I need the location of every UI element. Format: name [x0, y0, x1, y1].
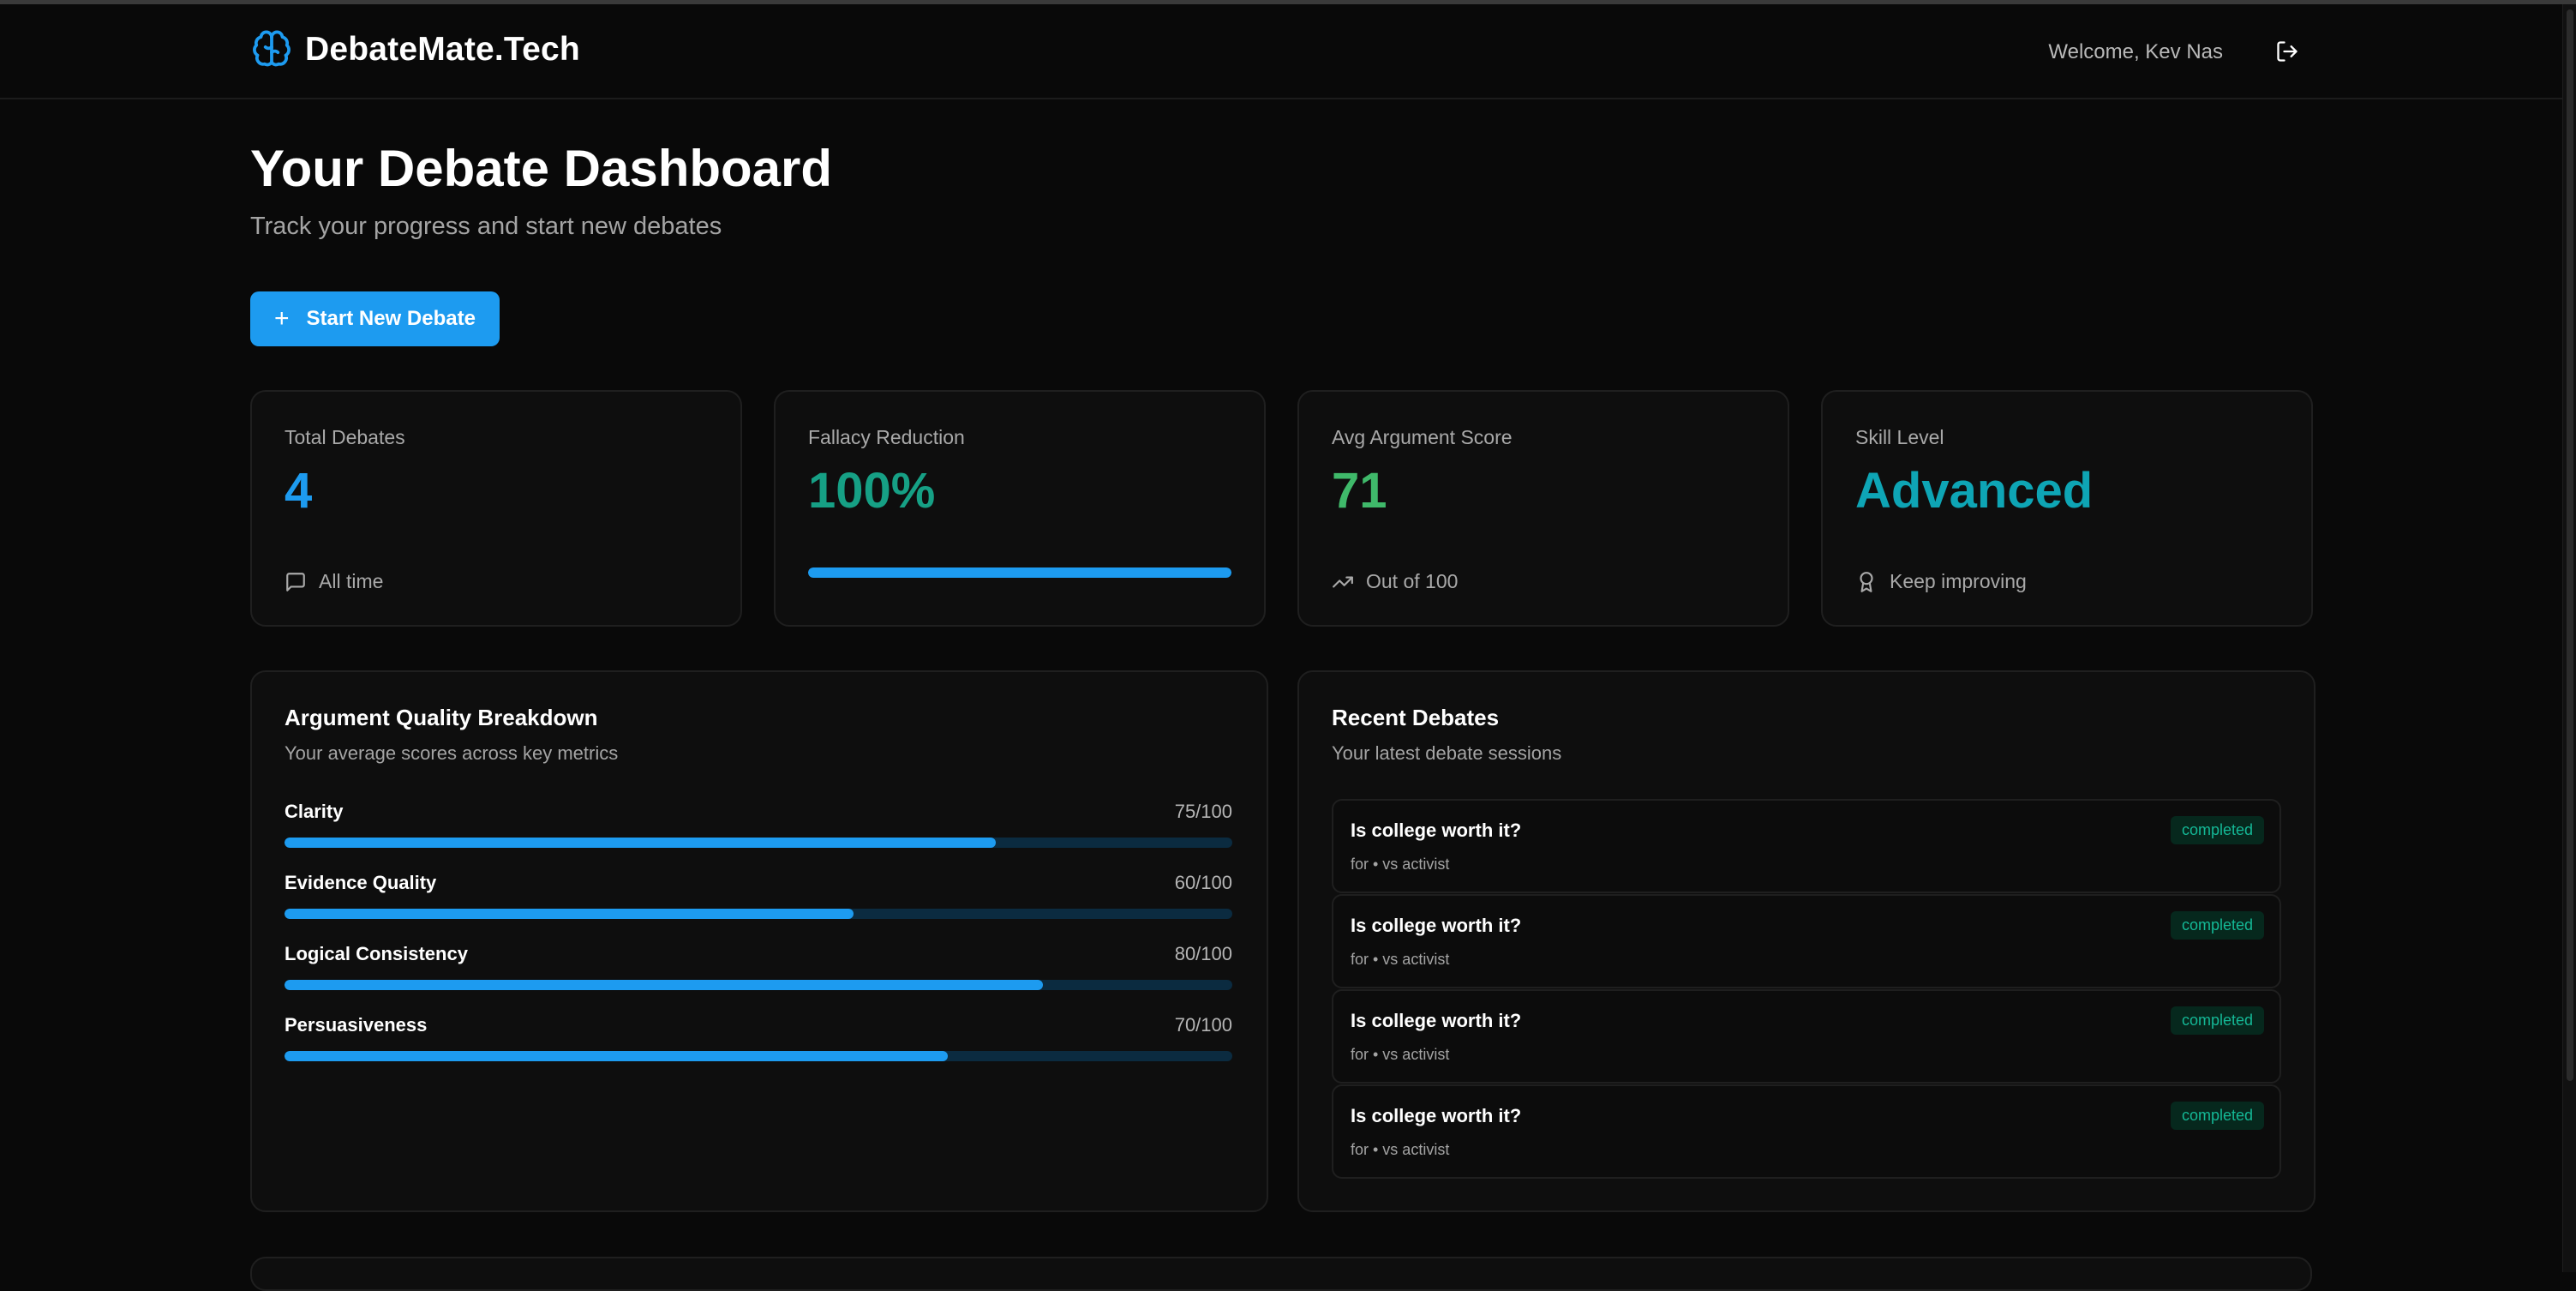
stat-footnote-text: Out of 100	[1366, 570, 1459, 592]
plus-icon: +	[274, 304, 290, 333]
stat-card-avg-argument-score: Avg Argument Score 71 Out of 100	[1297, 390, 1789, 627]
panel-title: Argument Quality Breakdown	[285, 705, 598, 730]
debate-meta: for • vs activist	[1351, 856, 1450, 873]
status-badge: completed	[2170, 1006, 2264, 1035]
page-subtitle: Track your progress and start new debate…	[250, 213, 722, 240]
stat-footnote: Out of 100	[1332, 570, 1458, 593]
status-badge: completed	[2170, 911, 2264, 940]
debate-title: Is college worth it?	[1351, 1105, 1522, 1126]
debate-meta: for • vs activist	[1351, 1046, 1450, 1063]
metric-bar	[285, 980, 1232, 990]
stat-value: 100%	[808, 463, 936, 519]
stat-card-fallacy-reduction: Fallacy Reduction 100%	[774, 390, 1266, 627]
panel-title: Recent Debates	[1332, 705, 1500, 730]
metric-value: 75/100	[1174, 801, 1232, 822]
message-square-icon	[286, 572, 305, 591]
argument-quality-panel: Argument Quality Breakdown Your average …	[250, 670, 1268, 1212]
metric-bar-fill	[285, 838, 996, 848]
metric-evidence-quality: Evidence Quality 60/100	[285, 872, 1232, 919]
brand-logo-link[interactable]: DebateMate.Tech	[250, 28, 580, 71]
brain-icon	[253, 30, 291, 67]
metric-value: 80/100	[1174, 943, 1232, 964]
stat-value: 71	[1332, 463, 1387, 519]
metric-name: Clarity	[285, 801, 344, 822]
debate-title: Is college worth it?	[1351, 1010, 1522, 1031]
stat-footnote: All time	[285, 570, 383, 593]
metric-logical-consistency: Logical Consistency 80/100	[285, 943, 1232, 990]
award-icon	[1860, 571, 1873, 592]
welcome-text: Welcome, Kev Nas	[2048, 40, 2223, 63]
status-badge: completed	[2170, 816, 2264, 844]
metric-value: 70/100	[1174, 1014, 1232, 1036]
trending-up-icon	[1333, 576, 1353, 587]
recent-debate-item[interactable]: Is college worth it? for • vs activist c…	[1332, 894, 2281, 988]
panel-subtitle: Your latest debate sessions	[1332, 742, 1562, 764]
stat-value: 4	[285, 463, 313, 519]
metric-name: Logical Consistency	[285, 943, 468, 964]
log-out-icon[interactable]	[2275, 39, 2299, 63]
stat-footnote-text: All time	[319, 570, 384, 592]
fallacy-progress-bar	[808, 567, 1231, 578]
recent-debates-panel: Recent Debates Your latest debate sessio…	[1297, 670, 2315, 1212]
debate-title: Is college worth it?	[1351, 915, 1522, 936]
window-top-border	[0, 0, 2576, 4]
recent-debate-item[interactable]: Is college worth it? for • vs activist c…	[1332, 1084, 2281, 1179]
next-section-card	[250, 1257, 2312, 1291]
metric-bar-fill	[285, 909, 854, 919]
stat-label: Skill Level	[1855, 426, 1944, 448]
metric-name: Evidence Quality	[285, 872, 437, 893]
fallacy-progress-fill	[808, 567, 1231, 578]
stat-label: Avg Argument Score	[1332, 426, 1513, 448]
debate-meta: for • vs activist	[1351, 951, 1450, 968]
top-nav: DebateMate.Tech Welcome, Kev Nas	[0, 4, 2562, 99]
brand-name: DebateMate.Tech	[305, 31, 580, 68]
metric-bar	[285, 1051, 1232, 1061]
page-scrollbar[interactable]	[2562, 4, 2576, 1272]
stat-label: Fallacy Reduction	[808, 426, 965, 448]
stat-footnote: Keep improving	[1855, 570, 2027, 593]
recent-debate-item[interactable]: Is college worth it? for • vs activist c…	[1332, 799, 2281, 893]
recent-debate-item[interactable]: Is college worth it? for • vs activist c…	[1332, 989, 2281, 1084]
stat-label: Total Debates	[285, 426, 405, 448]
stat-value: Advanced	[1855, 463, 2094, 519]
stat-card-skill-level: Skill Level Advanced Keep improving	[1821, 390, 2313, 627]
metric-bar	[285, 838, 1232, 848]
metric-bar-fill	[285, 1051, 949, 1061]
scrollbar-thumb[interactable]	[2567, 9, 2573, 1081]
metric-name: Persuasiveness	[285, 1014, 428, 1036]
metric-persuasiveness: Persuasiveness 70/100	[285, 1014, 1232, 1061]
debate-title: Is college worth it?	[1351, 820, 1522, 841]
metric-bar-fill	[285, 980, 1043, 990]
stat-card-total-debates: Total Debates 4 All time	[250, 390, 742, 627]
panel-subtitle: Your average scores across key metrics	[285, 742, 619, 764]
metric-value: 60/100	[1174, 872, 1232, 893]
metric-bar	[285, 909, 1232, 919]
start-new-debate-label: Start New Debate	[306, 307, 476, 330]
status-badge: completed	[2170, 1102, 2264, 1130]
metric-clarity: Clarity 75/100	[285, 801, 1232, 848]
start-new-debate-button[interactable]: + Start New Debate	[250, 291, 500, 346]
page-title: Your Debate Dashboard	[250, 140, 833, 197]
stat-footnote-text: Keep improving	[1890, 570, 2027, 592]
debate-meta: for • vs activist	[1351, 1141, 1450, 1158]
